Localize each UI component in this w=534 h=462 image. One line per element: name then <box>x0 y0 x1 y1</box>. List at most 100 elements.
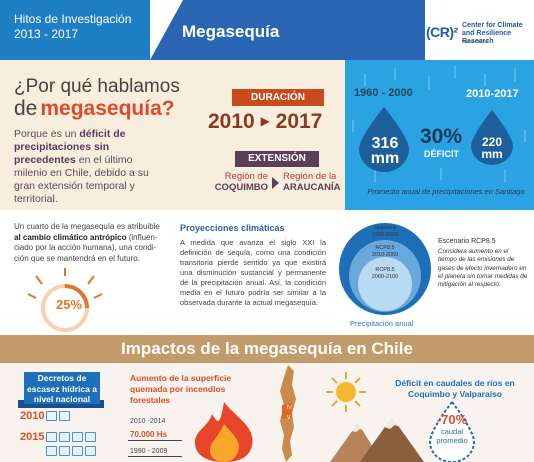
precip-value2: 220 mm <box>467 136 517 160</box>
duration-end: 2017 <box>275 110 323 133</box>
chile-map-icon: IV V <box>280 365 296 462</box>
fire-range2: 1990 - 2009 <box>130 448 168 455</box>
sun-rays-icon <box>27 268 103 299</box>
why-body-post: en el último milenio en Chile, debido a … <box>14 154 149 205</box>
decrees-ribbon <box>18 400 104 408</box>
why-section-background <box>0 60 345 210</box>
fire-range1: 2010 -2014 <box>130 418 166 425</box>
circle-label-historic-range: 1969-2000 <box>371 231 399 238</box>
flow-label1: caudal <box>440 427 464 436</box>
circle-label-historic-name: Histórica <box>374 225 396 231</box>
play-arrow-icon: ▶ <box>260 114 270 128</box>
decrees-title: Decretos de escasez hídrica a nivel naci… <box>24 372 100 404</box>
precip-value1-unit: mm <box>370 150 400 167</box>
duration-label: DURACIÓN <box>232 89 324 106</box>
deficit-label: DÉFICIT <box>424 149 459 159</box>
logo-text: Center for Climate and Resilience Resear… <box>462 22 534 46</box>
rcp-title: Escenario RCP8.5 <box>438 238 496 245</box>
calendar-icon <box>85 446 96 456</box>
precip-value1: 316 mm <box>360 136 410 167</box>
extension-label: EXTENSIÓN <box>235 151 319 167</box>
precip-annual-caption: Precipitación anual <box>350 319 414 328</box>
cr2-logo: (CR)² <box>426 24 458 40</box>
precip-value2-unit: mm <box>481 147 503 161</box>
duration-value: 2010 ▶ 2017 <box>208 110 348 134</box>
flow-percent: -70% <box>436 412 468 427</box>
fire-divider <box>128 440 182 441</box>
map-region-v: V <box>287 415 291 421</box>
anthropic-gauge-fill <box>64 284 89 309</box>
circle-label-rcp-mid: RCP8.5 2010-2050 <box>355 245 415 258</box>
circle-label-rcp-mid-name: RCP8.5 <box>375 245 395 251</box>
flow-label: caudal promedio <box>426 427 478 445</box>
calendar-icon <box>59 411 70 421</box>
calendar-icon <box>46 446 57 456</box>
projections-title: Proyecciones climáticas <box>180 223 285 233</box>
anthropic-text-bold: al cambio climático antrópico <box>14 232 127 242</box>
extension-to-name: ARAUCANÍA <box>283 182 341 193</box>
map-region-iv: IV <box>287 405 292 411</box>
sun-icon <box>326 372 366 412</box>
why-keyword: megasequía? <box>40 97 175 120</box>
impacts-band <box>0 335 534 363</box>
anthropic-percent: 25% <box>56 297 83 312</box>
extension-to-pre: Región de la <box>283 171 337 182</box>
precip-period1: 1960 - 2000 <box>354 87 413 99</box>
precip-caption: Promedio anual de precipitaciones en San… <box>367 187 525 196</box>
logo-line2: and Resilience Research <box>462 30 512 45</box>
extension-from-name: COQUIMBO <box>214 182 268 193</box>
calendar-icon <box>85 432 96 442</box>
flow-drop-icon <box>428 400 476 462</box>
precip-period2: 2010-2017 <box>466 88 519 100</box>
circle-rcp-late <box>358 257 412 311</box>
logo-url: www.cr2.cl <box>462 39 489 45</box>
why-body-bold: déficit de precipi­taciones sin preceden… <box>14 128 126 166</box>
precip-circles <box>339 223 431 315</box>
precip-value2-num: 220 <box>481 135 503 149</box>
header-title-panel <box>150 0 425 60</box>
decrees-year1: 2010 <box>20 410 45 422</box>
anthropic-text-pre: Un cuarto de la megasequía es atribuible <box>14 222 160 231</box>
flow-label2: promedio <box>436 436 468 445</box>
circle-label-rcp-late: RCP8.5 2060-2100 <box>355 267 415 280</box>
calendar-icon <box>72 446 83 456</box>
calendar-icon <box>59 432 70 442</box>
extension-arrow-icon <box>272 177 279 189</box>
header-left-panel <box>0 0 150 60</box>
why-de: de <box>14 97 38 120</box>
calendar-icon <box>72 432 83 442</box>
mountains-icon <box>330 417 424 462</box>
rain-streaks <box>352 66 526 182</box>
anthropic-text-post: (influen­ciado por la acción humana), un… <box>14 232 158 263</box>
fire-title: Aumento de la superficie quemada por inc… <box>130 373 232 405</box>
why-question: ¿Por qué hablamos <box>14 76 180 97</box>
deficit-percent: 30% <box>420 125 463 148</box>
calendar-icon <box>46 432 57 442</box>
header-logo-panel <box>425 0 534 60</box>
calendar-icon <box>46 411 57 421</box>
circle-label-rcp-late-name: RCP8.5 <box>375 267 395 273</box>
why-body: Porque es un déficit de precipi­taciones… <box>14 128 166 206</box>
page-title: Megasequía <box>182 22 280 41</box>
circle-label-rcp-late-range: 2060-2100 <box>371 273 399 280</box>
circle-label-historic: Histórica 1969-2000 <box>355 225 415 238</box>
fire-value1: 70.000 Hs <box>130 430 167 439</box>
duration-start: 2010 <box>208 110 255 133</box>
water-drop-small-icon <box>471 110 513 165</box>
header-subtitle: Hitos de Investigación 2013 - 2017 <box>14 12 131 42</box>
header-subtitle-line1: Hitos de Investigación <box>14 12 132 26</box>
extension-from-pre: Región de <box>224 171 268 182</box>
extension-from: Región de COQUIMBO <box>206 171 268 193</box>
header-subtitle-line2: 2013 - 2017 <box>14 27 79 41</box>
rcp-body: Considera aumento en el tiempo de las em… <box>438 248 528 289</box>
circle-label-rcp-mid-range: 2010-2050 <box>371 251 399 258</box>
anthropic-gauge <box>27 268 103 332</box>
extension-to: Región de la ARAUCANÍA <box>283 171 345 193</box>
decrees-year2: 2015 <box>20 431 45 443</box>
calendar-icon <box>59 446 70 456</box>
why-body-pre: Porque es un <box>14 128 80 140</box>
flow-title: Déficit en caudales de ríos en Coquimbo … <box>395 378 515 399</box>
anthropic-text: Un cuarto de la megasequía es atribuible… <box>14 222 166 264</box>
impacts-title: Impactos de la megasequía en Chile <box>121 339 413 358</box>
water-drop-icon <box>359 107 409 172</box>
